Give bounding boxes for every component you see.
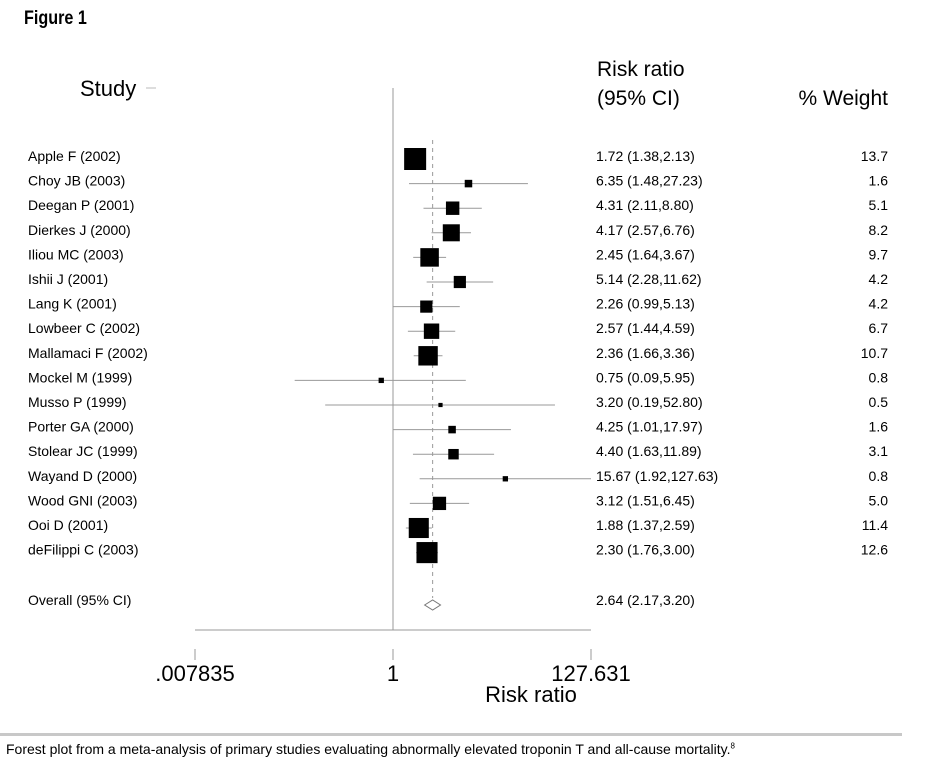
ci-text: 4.17 (2.57,6.76) bbox=[596, 222, 695, 238]
effect-box bbox=[438, 402, 443, 408]
ci-text: 5.14 (2.28,11.62) bbox=[596, 271, 702, 287]
study-name: Choy JB (2003) bbox=[28, 173, 125, 189]
study-name: Lang K (2001) bbox=[28, 296, 117, 312]
study-name: Ooi D (2001) bbox=[28, 517, 108, 533]
ci-text: 1.88 (1.37,2.59) bbox=[596, 517, 695, 533]
study-name: Deegan P (2001) bbox=[28, 197, 134, 213]
weight-value: 0.5 bbox=[869, 394, 889, 410]
ci-text: 2.26 (0.99,5.13) bbox=[596, 296, 695, 312]
weight-value: 3.1 bbox=[869, 443, 889, 459]
study-name: Stolear JC (1999) bbox=[28, 443, 138, 459]
effect-box bbox=[420, 248, 439, 267]
overall-label: Overall (95% CI) bbox=[28, 592, 131, 608]
effect-box bbox=[448, 425, 456, 434]
caption-divider bbox=[0, 733, 902, 736]
effect-box bbox=[442, 224, 460, 242]
ci-text: 1.72 (1.38,2.13) bbox=[596, 148, 695, 164]
ci-text: 2.45 (1.64,3.67) bbox=[596, 246, 695, 262]
study-name: Wood GNI (2003) bbox=[28, 492, 137, 508]
x-axis-title: Risk ratio bbox=[485, 682, 577, 707]
x-tick-label: .007835 bbox=[155, 661, 235, 686]
weight-value: 5.1 bbox=[869, 197, 889, 213]
ci-text: 3.20 (0.19,52.80) bbox=[596, 394, 703, 410]
ci-text: 2.30 (1.76,3.00) bbox=[596, 542, 695, 558]
weight-value: 10.7 bbox=[861, 345, 888, 361]
study-name: Mallamaci F (2002) bbox=[28, 345, 148, 361]
study-name: Mockel M (1999) bbox=[28, 369, 132, 385]
weight-value: 13.7 bbox=[861, 148, 888, 164]
effect-box bbox=[502, 476, 509, 482]
effect-box bbox=[418, 346, 438, 366]
x-tick-label: 127.631 bbox=[551, 661, 631, 686]
weight-value: 8.2 bbox=[869, 222, 889, 238]
caption-reference: 8 bbox=[730, 741, 735, 751]
overall-ci-text: 2.64 (2.17,3.20) bbox=[596, 592, 695, 608]
weight-value: 5.0 bbox=[869, 492, 889, 508]
effect-box bbox=[453, 275, 466, 289]
study-name: Musso P (1999) bbox=[28, 394, 127, 410]
study-name: deFilippi C (2003) bbox=[28, 542, 139, 558]
header-weight: % Weight bbox=[799, 87, 889, 110]
effect-box bbox=[378, 377, 384, 384]
study-name: Apple F (2002) bbox=[28, 148, 121, 164]
header-ci: (95% CI) bbox=[597, 87, 680, 110]
figure-title: Figure 1 bbox=[24, 8, 87, 29]
study-name: Dierkes J (2000) bbox=[28, 222, 131, 238]
weight-value: 11.4 bbox=[862, 517, 888, 533]
study-name: Ishii J (2001) bbox=[28, 271, 108, 287]
effect-box bbox=[464, 179, 473, 188]
forest-plot: Study Risk ratio (95% CI) % Weight Apple F (… bbox=[28, 58, 889, 707]
ci-text: 4.25 (1.01,17.97) bbox=[596, 419, 703, 435]
weight-value: 4.2 bbox=[869, 271, 889, 287]
weight-value: 4.2 bbox=[869, 296, 889, 312]
caption-text: Forest plot from a meta-analysis of prim… bbox=[6, 741, 731, 757]
effect-box bbox=[423, 323, 440, 339]
weight-value: 12.6 bbox=[861, 542, 888, 558]
weight-value: 0.8 bbox=[869, 369, 889, 385]
weight-value: 9.7 bbox=[869, 246, 889, 262]
effect-box bbox=[445, 201, 460, 215]
effect-box bbox=[432, 496, 447, 511]
study-name: Porter GA (2000) bbox=[28, 419, 134, 435]
ci-text: 15.67 (1.92,127.63) bbox=[596, 468, 718, 484]
header-risk-ratio: Risk ratio bbox=[597, 58, 685, 81]
ci-text: 0.75 (0.09,5.95) bbox=[596, 369, 695, 385]
header-study: Study bbox=[80, 76, 136, 101]
study-name: Lowbeer C (2002) bbox=[28, 320, 140, 336]
weight-value: 1.6 bbox=[869, 173, 889, 189]
ci-text: 2.36 (1.66,3.36) bbox=[596, 345, 695, 361]
study-name: Wayand D (2000) bbox=[28, 468, 137, 484]
weight-value: 0.8 bbox=[869, 468, 889, 484]
effect-box bbox=[416, 542, 438, 564]
weight-value: 6.7 bbox=[869, 320, 889, 336]
ci-text: 2.57 (1.44,4.59) bbox=[596, 320, 695, 336]
effect-box bbox=[448, 448, 459, 460]
ci-text: 6.35 (1.48,27.23) bbox=[596, 173, 703, 189]
x-tick-label: 1 bbox=[387, 661, 399, 686]
ci-text: 3.12 (1.51,6.45) bbox=[596, 492, 695, 508]
effect-box bbox=[408, 517, 429, 539]
weight-value: 1.6 bbox=[869, 419, 889, 435]
effect-box bbox=[420, 300, 433, 313]
overall-diamond bbox=[423, 599, 442, 611]
effect-box bbox=[404, 148, 427, 170]
study-name: Iliou MC (2003) bbox=[28, 246, 124, 262]
ci-text: 4.31 (2.11,8.80) bbox=[596, 197, 694, 213]
ci-text: 4.40 (1.63,11.89) bbox=[596, 443, 702, 459]
figure-caption: Forest plot from a meta-analysis of prim… bbox=[6, 741, 735, 757]
